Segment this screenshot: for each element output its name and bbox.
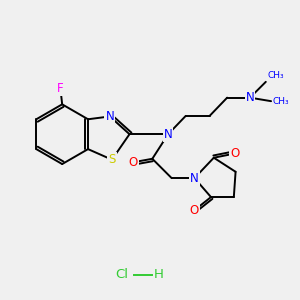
Text: CH₃: CH₃ xyxy=(273,97,290,106)
Text: O: O xyxy=(128,156,138,169)
Text: N: N xyxy=(164,128,172,141)
Text: F: F xyxy=(57,82,64,95)
Text: N: N xyxy=(105,110,114,123)
Text: N: N xyxy=(246,91,254,104)
Text: O: O xyxy=(230,147,239,160)
Text: H: H xyxy=(154,268,164,281)
Text: CH₃: CH₃ xyxy=(268,71,284,80)
Text: Cl: Cl xyxy=(116,268,128,281)
Text: O: O xyxy=(190,204,199,217)
Text: S: S xyxy=(108,153,116,166)
Text: N: N xyxy=(190,172,199,184)
